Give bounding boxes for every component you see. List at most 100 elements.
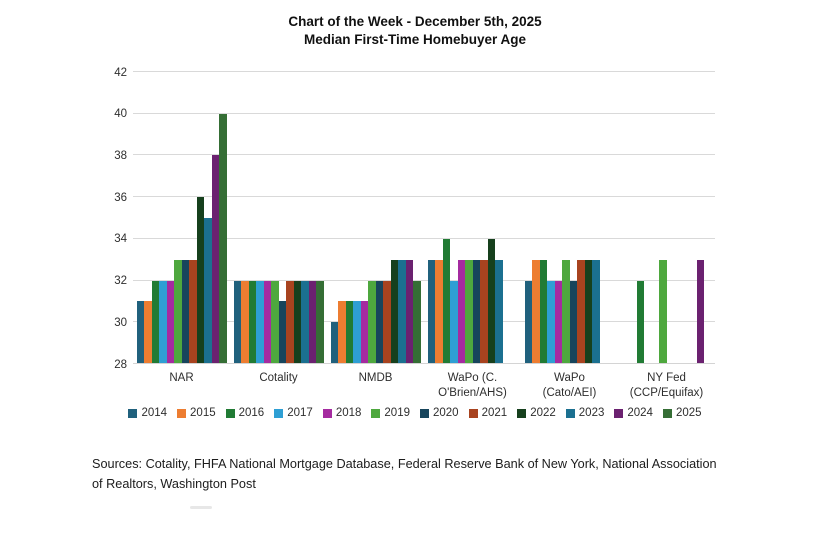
legend-label: 2018 [335,407,362,419]
bar-2025 [413,280,421,364]
bar-2014 [136,301,144,364]
bar-2017 [353,301,361,364]
gridline [133,196,715,198]
legend-swatch-icon [225,408,235,418]
bar-2019 [368,280,376,364]
bar-2014 [330,322,338,364]
bar-2020 [278,301,286,364]
bar-2017 [159,280,167,364]
stray-mark [190,506,212,509]
bar-2022 [390,259,398,364]
bar-2023 [495,259,503,364]
bar-2023 [301,280,309,364]
bar-2021 [383,280,391,364]
legend-label: 2024 [627,407,653,419]
bar-2021 [286,280,294,364]
category-label: NMDB [358,372,393,384]
bar-2021 [189,259,197,364]
legend-label: 2017 [287,407,313,419]
gridline [133,321,715,323]
y-tick-label: 32 [114,275,127,288]
bar-2015 [532,259,540,364]
legend-item-2020: 2020 [420,407,459,419]
y-axis-tick-labels: 28 30 32 34 36 38 40 42 [85,67,127,371]
bar-2016 [636,280,644,364]
bar-2021 [577,259,585,364]
y-tick-label: 40 [114,108,127,121]
legend-label: 2015 [190,407,216,419]
legend-swatch-icon [322,408,332,418]
category-label: Cotality [259,372,298,384]
legend-item-2015: 2015 [177,407,216,419]
chart-subtitle: Median First-Time Homebuyer Age [303,32,527,47]
bar-group [618,72,715,364]
bar-2016 [151,280,159,364]
legend-swatch-icon [420,408,429,418]
legend-item-2021: 2021 [468,407,508,419]
legend-item-2023: 2023 [565,407,605,419]
legend-swatch-icon [517,408,527,418]
bar-2018 [263,280,271,364]
bar-2014 [233,280,241,364]
legend-swatch-icon [371,408,381,418]
gridline [133,279,715,281]
gridline [133,112,715,114]
legend-swatch-icon [565,408,575,418]
plot-area [133,71,715,364]
bar-2019 [271,280,279,364]
bar-group [230,72,327,364]
gridline [133,237,715,239]
bar-2017 [450,280,458,364]
bar-2020 [569,280,577,364]
legend: 2014 2015 2016 2017 2018 2019 2020 2021 2022 2023… [0,407,830,419]
bar-2015 [144,301,152,364]
legend-label: 2020 [433,407,459,419]
category-label: NY Fed (CCP/Equifax) [629,372,704,399]
bar-group [521,72,618,364]
legend-swatch-icon [468,408,478,418]
legend-label: 2025 [675,407,702,419]
bar-2019 [174,259,182,364]
bar-2022 [293,280,301,364]
bar-2018 [166,280,174,364]
bar-2020 [375,280,383,364]
legend-label: 2023 [578,407,605,419]
legend-item-2017: 2017 [274,407,313,419]
bar-2015 [338,301,346,364]
legend-item-2025: 2025 [662,407,702,419]
gridline [133,154,715,156]
source-note: Sources: Cotality, FHFA National Mortgag… [92,457,717,491]
y-tick-label: 38 [114,149,127,162]
bar-2014 [524,280,532,364]
bar-2018 [554,280,562,364]
bar-group [424,72,521,364]
legend-item-2022: 2022 [517,407,556,419]
bar-2020 [472,259,480,364]
bar-groups [133,72,715,364]
bar-2023 [204,218,212,364]
legend-label: 2019 [384,407,410,419]
bar-2016 [248,280,256,364]
bar-2017 [547,280,555,364]
bar-2020 [181,259,189,364]
bar-group [133,72,230,364]
bar-2016 [539,259,547,364]
y-tick-label: 42 [114,66,127,79]
gridline [133,71,715,72]
legend-item-2014: 2014 [128,407,167,419]
bar-2014 [427,259,435,364]
legend-swatch-icon [177,408,187,418]
bar-2019 [465,259,473,364]
bar-2024 [696,259,704,364]
bar-2019 [562,259,570,364]
bar-2023 [398,259,406,364]
bar-2024 [308,280,316,364]
y-tick-label: 36 [114,191,127,204]
legend-swatch-icon [128,408,138,418]
bar-2017 [256,280,264,364]
legend-label: 2021 [481,407,508,419]
bar-2022 [196,197,204,364]
x-axis-category-labels: NAR Cotality NMDB WaPo (C. O'Brien/AHS) WaPo… [133,371,715,401]
bar-2016 [345,301,353,364]
